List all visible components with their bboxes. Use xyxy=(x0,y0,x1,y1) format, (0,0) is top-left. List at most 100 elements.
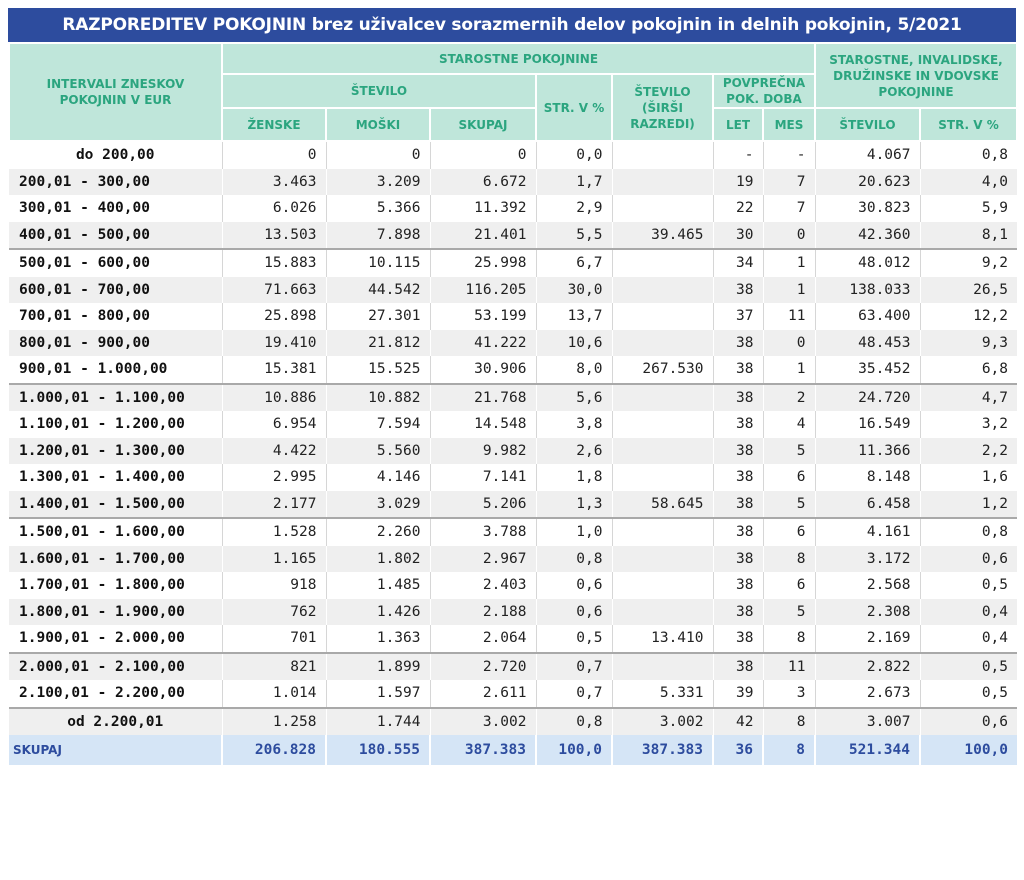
str-cell: 10,6 xyxy=(536,329,613,356)
str-cell: 0,5 xyxy=(536,625,613,653)
interval-cell: 1.900,01 - 2.000,00 xyxy=(9,625,223,653)
all-stevilo-cell: 2.308 xyxy=(815,598,921,625)
all-stevilo-cell: 30.823 xyxy=(815,195,921,222)
str-cell: 1,3 xyxy=(536,490,613,518)
moski-cell: 27.301 xyxy=(326,303,431,330)
stevilo-sirsi-cell: 39.465 xyxy=(612,221,714,249)
all-str-cell: 9,3 xyxy=(920,329,1018,356)
let-cell: 38 xyxy=(713,356,764,384)
all-str-cell: 6,8 xyxy=(981,361,1009,378)
mes-cell: 11 xyxy=(763,303,816,330)
str-cell: 30,0 xyxy=(536,276,613,303)
mes-cell: 8 xyxy=(763,545,816,572)
all-stevilo-cell: 42.360 xyxy=(815,221,921,249)
table-row: 1.100,01 - 1.200,00 6.954 7.594 14.548 3,8 38… xyxy=(9,411,1017,438)
total-all-stevilo-cell: 521.344 xyxy=(815,735,921,765)
all-str-cell: 0,6 xyxy=(920,545,1018,572)
all-str-cell: 8,1 xyxy=(920,221,1018,249)
all-stevilo-cell: 20.623 xyxy=(815,168,921,195)
skupaj-cell: 2.064 xyxy=(430,625,537,653)
skupaj-cell: 21.768 xyxy=(430,382,537,411)
header-all-pensions: STAROSTNE, INVALIDSKE, DRUŽINSKE IN VDOV… xyxy=(813,42,1019,109)
table-row: do 200,00 0 0 0 0,0- -4.067 0,8 xyxy=(9,141,1017,169)
all-stevilo-cell: 8.148 xyxy=(815,464,921,491)
header-all-str: STR. V % xyxy=(918,107,1019,142)
all-str-cell: 5,9 xyxy=(981,200,1009,217)
header-str: STR. V % xyxy=(535,73,613,142)
skupaj-cell: 25.998 xyxy=(430,248,537,277)
let-cell: 22 xyxy=(713,195,764,222)
all-stevilo-cell: 6.458 xyxy=(815,490,921,518)
total-str-cell: 100,0 xyxy=(536,735,613,765)
all-stevilo-cell: 3.007 xyxy=(815,706,921,735)
table-row: 1.600,01 - 1.700,00 1.165 1.802 2.967 0,8 38 8… xyxy=(9,545,1018,572)
moski-cell: 44.542 xyxy=(326,276,431,303)
mes-cell: - xyxy=(763,141,816,169)
str-cell: 13,7 xyxy=(536,303,613,330)
interval-cell: 600,01 - 700,00 xyxy=(9,276,223,303)
mes-cell: 2 xyxy=(763,382,816,411)
header-zenske: ŽENSKE xyxy=(221,107,327,142)
total-zenske-cell: 206.828 xyxy=(222,735,327,765)
all-str-cell: 0,5 xyxy=(981,577,1009,594)
skupaj-cell: 6.672 xyxy=(430,168,537,195)
skupaj-cell: 2.403 xyxy=(430,572,537,599)
let-cell: 38 xyxy=(713,598,764,625)
str-cell: 1,0 xyxy=(536,517,613,546)
moski-cell: 2.260 xyxy=(326,517,431,546)
table-row: 400,01 - 500,00 13.503 7.898 21.401 5,5 39.46… xyxy=(9,221,1018,249)
str-cell: 1,7 xyxy=(536,168,613,195)
all-stevilo-cell: 16.549 xyxy=(815,411,921,438)
interval-cell: 1.400,01 - 1.500,00 xyxy=(9,490,223,518)
stevilo-sirsi-cell xyxy=(612,517,714,546)
skupaj-cell: 5.206 xyxy=(430,490,537,518)
stevilo-sirsi-cell xyxy=(612,572,714,599)
mes-cell: 5 xyxy=(763,598,816,625)
let-cell: 37 xyxy=(713,303,764,330)
all-stevilo-cell: 2.568 xyxy=(815,572,921,599)
str-cell: 0,7 xyxy=(536,651,613,680)
str-cell: 5,6 xyxy=(536,382,613,411)
table-title: RAZPOREDITEV POKOJNIN brez uživalcev sor… xyxy=(8,8,1016,42)
let-cell: 38 xyxy=(713,545,764,572)
stevilo-sirsi-cell: 58.645 xyxy=(612,490,714,518)
let-cell: 38 xyxy=(713,625,764,653)
let-cell: 34 xyxy=(713,248,764,277)
mes-cell: 5 xyxy=(763,437,816,464)
str-cell: 6,7 xyxy=(536,248,613,277)
table-row: 900,01 - 1.000,00 15.381 15.525 30.906 8,0 26… xyxy=(9,356,1017,384)
skupaj-cell: 41.222 xyxy=(430,329,537,356)
mes-cell: 3 xyxy=(763,680,816,708)
table-row: 2.000,01 - 2.100,00 821 1.899 2.720 0,7 38 11 2… xyxy=(9,651,1018,680)
str-cell: 5,5 xyxy=(536,221,613,249)
all-stevilo-cell: 4.161 xyxy=(815,517,921,546)
moski-cell: 15.525 xyxy=(326,356,431,384)
mes-cell: 1 xyxy=(763,356,816,384)
moski-cell: 4.146 xyxy=(326,464,431,491)
zenske-cell: 71.663 xyxy=(222,276,327,303)
table-row: 200,01 - 300,00 3.463 3.209 6.672 1,7 19 7 20.6… xyxy=(9,168,1018,195)
zenske-cell: 6.954 xyxy=(222,411,327,438)
interval-cell: 900,01 - 1.000,00 xyxy=(9,356,223,384)
all-stevilo-cell: 48.012 xyxy=(815,248,921,277)
interval-cell: 500,01 - 600,00 xyxy=(9,248,223,277)
table-row: 1.900,01 - 2.000,00 701 1.363 2.064 0,5 13.41… xyxy=(9,625,1017,653)
header-starostne: STAROSTNE POKOJNINE xyxy=(221,42,816,75)
all-str-cell: 0,5 xyxy=(981,685,1009,702)
total-stevilo-sirsi-cell: 387.383 xyxy=(612,735,714,765)
moski-cell: 1.363 xyxy=(326,625,431,653)
let-cell: 39 xyxy=(713,680,764,708)
skupaj-cell: 116.205 xyxy=(430,276,537,303)
table-row: 1.300,01 - 1.400,00 2.995 4.146 7.141 1,8 38 6… xyxy=(9,464,1017,491)
all-str-cell: 2,2 xyxy=(920,437,1018,464)
interval-cell: do 200,00 xyxy=(9,141,223,169)
zenske-cell: 1.258 xyxy=(222,706,327,735)
all-stevilo-cell: 63.400 xyxy=(815,303,921,330)
skupaj-cell: 2.967 xyxy=(430,545,537,572)
interval-cell: 800,01 - 900,00 xyxy=(9,329,223,356)
moski-cell: 21.812 xyxy=(326,329,431,356)
header-stevilo-sirsi: ŠTEVILO (ŠIRŠI RAZREDI) xyxy=(611,73,714,142)
table-row: 700,01 - 800,00 25.898 27.301 53.199 13,7 37 1… xyxy=(9,303,1017,330)
mes-cell: 0 xyxy=(763,329,816,356)
str-cell: 0,6 xyxy=(536,572,613,599)
